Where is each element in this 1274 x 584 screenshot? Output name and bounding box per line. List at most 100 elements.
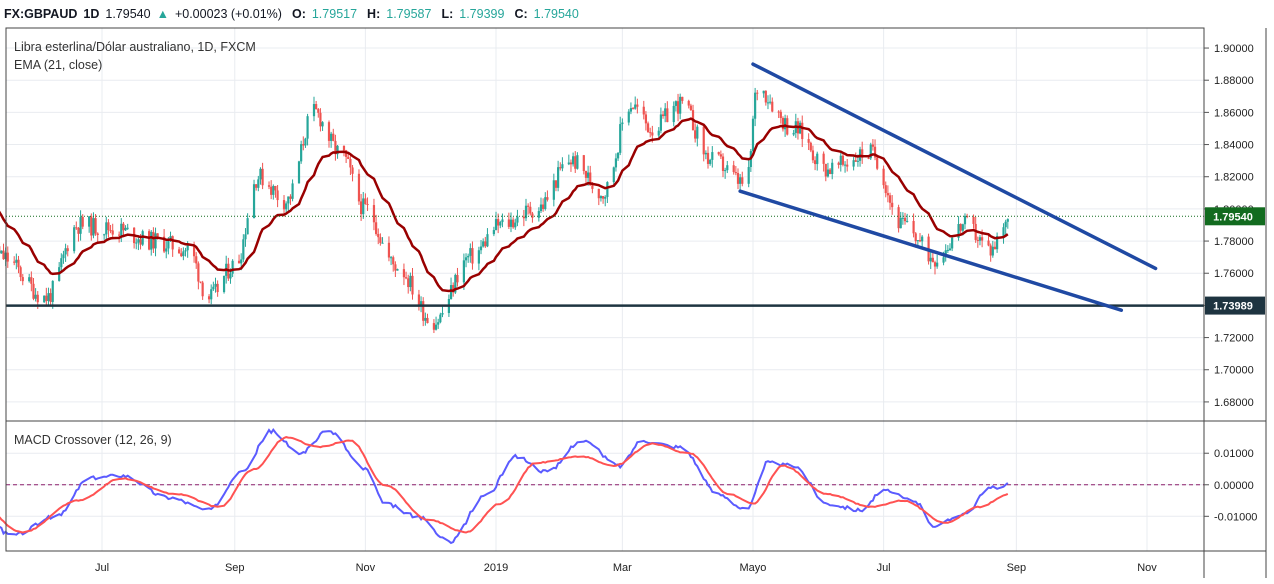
candle-body bbox=[471, 248, 474, 264]
candle bbox=[407, 274, 410, 294]
candle bbox=[79, 210, 82, 241]
candle bbox=[402, 263, 406, 286]
candle-body bbox=[360, 201, 363, 215]
candle-body bbox=[981, 237, 984, 241]
candle-body bbox=[719, 154, 722, 157]
candle-body bbox=[402, 269, 406, 278]
candle bbox=[891, 195, 894, 215]
candle-body bbox=[604, 196, 607, 199]
candle-body bbox=[79, 217, 82, 234]
ema-line bbox=[0, 117, 1009, 293]
candle-body bbox=[81, 217, 84, 227]
candle bbox=[779, 109, 782, 124]
candle-body bbox=[554, 180, 558, 188]
candle-body bbox=[756, 92, 759, 94]
candle-body bbox=[276, 190, 279, 201]
candle-body bbox=[334, 140, 337, 155]
price-tick-label: 1.90000 bbox=[1214, 43, 1254, 55]
candle bbox=[242, 234, 245, 263]
candle bbox=[659, 107, 663, 134]
candle-body bbox=[1006, 219, 1009, 222]
candle bbox=[807, 133, 810, 151]
candle-body bbox=[861, 149, 864, 158]
price-tick-label: 1.68000 bbox=[1214, 397, 1254, 409]
candle bbox=[734, 165, 737, 176]
candle-body bbox=[846, 164, 849, 167]
candle-body bbox=[527, 205, 530, 207]
candle bbox=[886, 185, 889, 203]
candle bbox=[177, 246, 181, 254]
price-axis[interactable]: 1.900001.880001.860001.840001.820001.800… bbox=[1204, 43, 1254, 409]
candle-body bbox=[372, 205, 376, 223]
candle bbox=[972, 214, 975, 229]
candle-body bbox=[614, 158, 618, 168]
candle-body bbox=[557, 167, 560, 188]
candle-body bbox=[477, 250, 480, 264]
candle-body bbox=[736, 172, 740, 184]
candle bbox=[816, 151, 819, 171]
trendline-lower[interactable] bbox=[738, 189, 1124, 312]
candle-body bbox=[991, 246, 994, 256]
open-value: 1.79517 bbox=[311, 7, 358, 21]
candle bbox=[852, 157, 855, 171]
candle-body bbox=[784, 118, 787, 130]
last-price-badge-bg bbox=[1205, 207, 1265, 226]
candle-body bbox=[959, 224, 962, 231]
candle bbox=[330, 131, 333, 148]
candle-body bbox=[317, 109, 320, 113]
candle-body bbox=[195, 256, 198, 264]
candle-body bbox=[497, 219, 500, 226]
macd-axis[interactable]: 0.01000 0.00000 -0.01000 bbox=[1204, 448, 1257, 523]
candle-body bbox=[694, 130, 697, 139]
candle-body bbox=[918, 240, 922, 242]
candle bbox=[691, 104, 695, 131]
candle-body bbox=[306, 116, 309, 139]
price-tick-label: 1.72000 bbox=[1214, 333, 1254, 345]
symbol-name[interactable]: FX:GBPAUD bbox=[4, 7, 78, 21]
candlestick-series bbox=[0, 87, 1009, 334]
trendline-upper[interactable] bbox=[751, 62, 1158, 271]
candle-body bbox=[724, 170, 727, 172]
candle-body bbox=[824, 163, 827, 177]
candle bbox=[882, 165, 885, 189]
candle-body bbox=[439, 314, 442, 323]
candle-body bbox=[884, 185, 887, 194]
candle-body bbox=[841, 155, 845, 165]
candle-body bbox=[852, 160, 855, 167]
candle-body bbox=[214, 283, 217, 287]
candle bbox=[721, 153, 725, 178]
candle-body bbox=[452, 285, 455, 293]
candle-body bbox=[929, 257, 932, 262]
candle bbox=[246, 213, 249, 235]
candle bbox=[664, 103, 667, 123]
candle bbox=[644, 111, 648, 131]
candle-body bbox=[717, 152, 720, 155]
time-axis[interactable]: Jul Sep Nov 2019 Mar Mayo Jul Sep Nov bbox=[95, 562, 1157, 574]
macd-tick-label: 0.01000 bbox=[1214, 448, 1254, 460]
macd-tick-label: -0.01000 bbox=[1214, 511, 1257, 523]
candle-body bbox=[574, 156, 577, 169]
time-tick-label: Mayo bbox=[740, 562, 767, 574]
candle-body bbox=[809, 142, 812, 151]
open-label: O: bbox=[291, 7, 306, 21]
candle-body bbox=[957, 224, 960, 238]
candle bbox=[542, 198, 545, 212]
candle bbox=[1004, 219, 1007, 235]
candle-body bbox=[417, 294, 421, 306]
price-badges: 1.79540 1.73989 bbox=[1205, 207, 1265, 315]
interval[interactable]: 1D bbox=[83, 7, 100, 21]
candle-body bbox=[906, 220, 909, 222]
candle-body bbox=[180, 253, 183, 257]
candle-body bbox=[246, 218, 249, 235]
candle-body bbox=[679, 96, 682, 114]
candle bbox=[374, 214, 378, 236]
candle bbox=[687, 99, 690, 109]
candle bbox=[646, 121, 650, 133]
candle-body bbox=[704, 152, 707, 155]
candle bbox=[871, 139, 875, 151]
candle-body bbox=[544, 197, 547, 209]
candle bbox=[199, 281, 202, 284]
ema-legend[interactable]: EMA (21, close) bbox=[14, 58, 102, 72]
macd-legend[interactable]: MACD Crossover (12, 26, 9) bbox=[14, 433, 172, 447]
